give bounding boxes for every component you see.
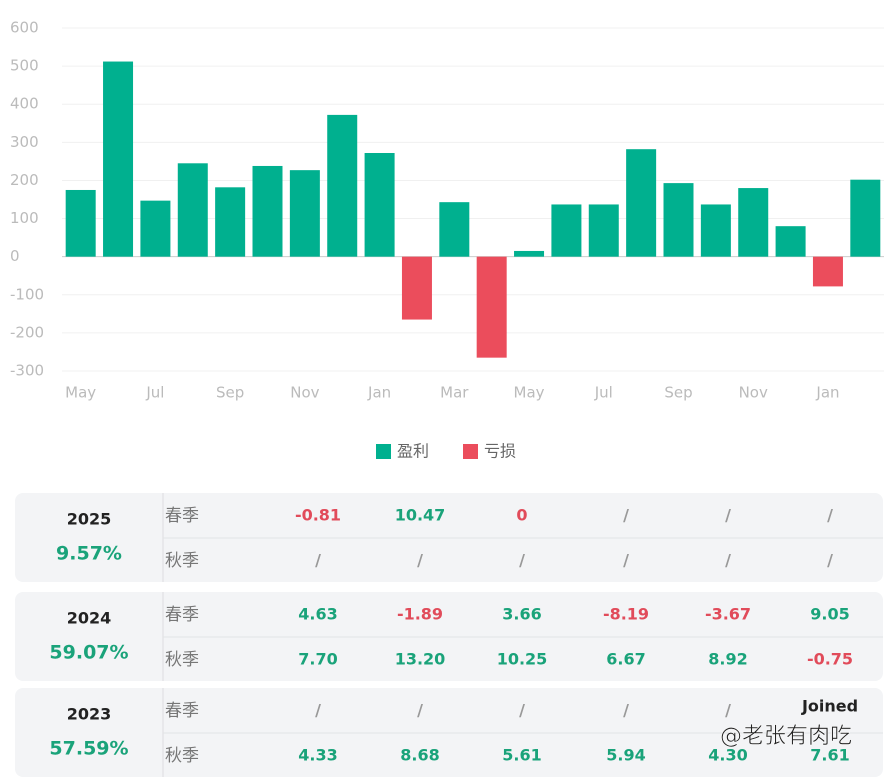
cell-value: / xyxy=(623,506,629,525)
cell-value: / xyxy=(623,701,629,720)
bar xyxy=(514,250,545,257)
season-label: 秋季 xyxy=(165,650,199,670)
bar xyxy=(663,183,694,257)
y-tick-label: -100 xyxy=(10,285,44,303)
cell-value: 0 xyxy=(516,506,527,525)
cell-value: 4.63 xyxy=(298,605,337,624)
y-tick-label: 100 xyxy=(10,209,39,227)
x-tick-label: Sep xyxy=(664,384,692,402)
cell-value: 5.94 xyxy=(606,746,645,765)
bar xyxy=(215,187,246,257)
bar xyxy=(700,204,731,257)
bar xyxy=(588,204,619,257)
cell-value: 4.30 xyxy=(708,746,747,765)
cell-value: -0.81 xyxy=(295,506,341,525)
y-tick-label: 300 xyxy=(10,133,39,151)
watermark: @老张有肉吃 xyxy=(720,724,852,749)
cell-value: / xyxy=(725,701,731,720)
cell-value: -1.89 xyxy=(397,605,443,624)
total: 9.57% xyxy=(56,543,122,565)
legend-swatch xyxy=(463,444,478,459)
bar xyxy=(252,165,283,257)
x-tick-label: Jul xyxy=(145,384,164,402)
y-tick-label: -200 xyxy=(10,323,44,341)
cell-value: -3.67 xyxy=(705,605,751,624)
bar xyxy=(289,170,320,257)
bar xyxy=(850,179,881,257)
cell-value: / xyxy=(827,551,833,570)
cell-value: / xyxy=(519,551,525,570)
x-tick-label: Sep xyxy=(216,384,244,402)
x-tick-label: Jan xyxy=(367,384,391,402)
cell-value: 7.70 xyxy=(298,650,337,669)
x-tick-label: Nov xyxy=(290,384,319,402)
total: 57.59% xyxy=(49,738,128,760)
year: 2023 xyxy=(67,705,112,724)
x-tick-label: May xyxy=(514,384,545,402)
year: 2024 xyxy=(67,609,112,628)
cell-value: 10.47 xyxy=(395,506,446,525)
cell-value: / xyxy=(623,551,629,570)
cell-value: 3.66 xyxy=(502,605,541,624)
bar xyxy=(65,189,96,257)
bar xyxy=(812,256,843,287)
bar xyxy=(364,153,395,257)
cell-value: / xyxy=(315,701,321,720)
season-label: 秋季 xyxy=(165,746,199,766)
cell-value: / xyxy=(315,551,321,570)
bar xyxy=(103,61,134,257)
cell-value: / xyxy=(417,701,423,720)
season-label: 春季 xyxy=(165,701,199,721)
x-tick-label: Jan xyxy=(815,384,839,402)
legend-swatch xyxy=(376,444,391,459)
cell-value: 4.33 xyxy=(298,746,337,765)
legend-label: 亏损 xyxy=(484,442,516,461)
y-tick-label: 400 xyxy=(10,95,39,113)
cell-value: / xyxy=(725,551,731,570)
bar xyxy=(401,256,432,320)
season-label: 春季 xyxy=(165,605,199,625)
cell-value: / xyxy=(827,506,833,525)
bar xyxy=(177,163,208,257)
cell-value: 7.61 xyxy=(810,746,849,765)
bar xyxy=(775,226,806,257)
bar xyxy=(327,114,358,257)
season-label: 春季 xyxy=(165,506,199,526)
cell-value: / xyxy=(519,701,525,720)
cell-value: 6.67 xyxy=(606,650,645,669)
cell-value: 13.20 xyxy=(395,650,446,669)
cell-value: 8.68 xyxy=(400,746,439,765)
cell-value: / xyxy=(725,506,731,525)
cell-value: 9.05 xyxy=(810,605,849,624)
cell-value: 5.61 xyxy=(502,746,541,765)
bar xyxy=(476,256,507,358)
cell-value: Joined xyxy=(801,697,858,716)
year: 2025 xyxy=(67,510,112,529)
cell-value: -8.19 xyxy=(603,605,649,624)
bar xyxy=(439,202,470,257)
x-tick-label: Nov xyxy=(739,384,768,402)
bar xyxy=(551,204,582,257)
cell-value: -0.75 xyxy=(807,650,853,669)
y-tick-label: 600 xyxy=(10,19,39,37)
cell-value: 10.25 xyxy=(497,650,548,669)
total: 59.07% xyxy=(49,642,128,664)
x-tick-label: Jul xyxy=(594,384,613,402)
y-tick-label: 0 xyxy=(10,247,20,265)
cell-value: / xyxy=(417,551,423,570)
cell-value: 8.92 xyxy=(708,650,747,669)
bar xyxy=(140,200,171,257)
season-label: 秋季 xyxy=(165,551,199,571)
y-tick-label: -300 xyxy=(10,362,44,380)
bar xyxy=(738,188,769,257)
bar xyxy=(626,149,657,257)
y-tick-label: 200 xyxy=(10,171,39,189)
x-tick-label: May xyxy=(65,384,96,402)
y-tick-label: 500 xyxy=(10,57,39,75)
legend-label: 盈利 xyxy=(397,442,429,461)
x-tick-label: Mar xyxy=(440,384,469,402)
